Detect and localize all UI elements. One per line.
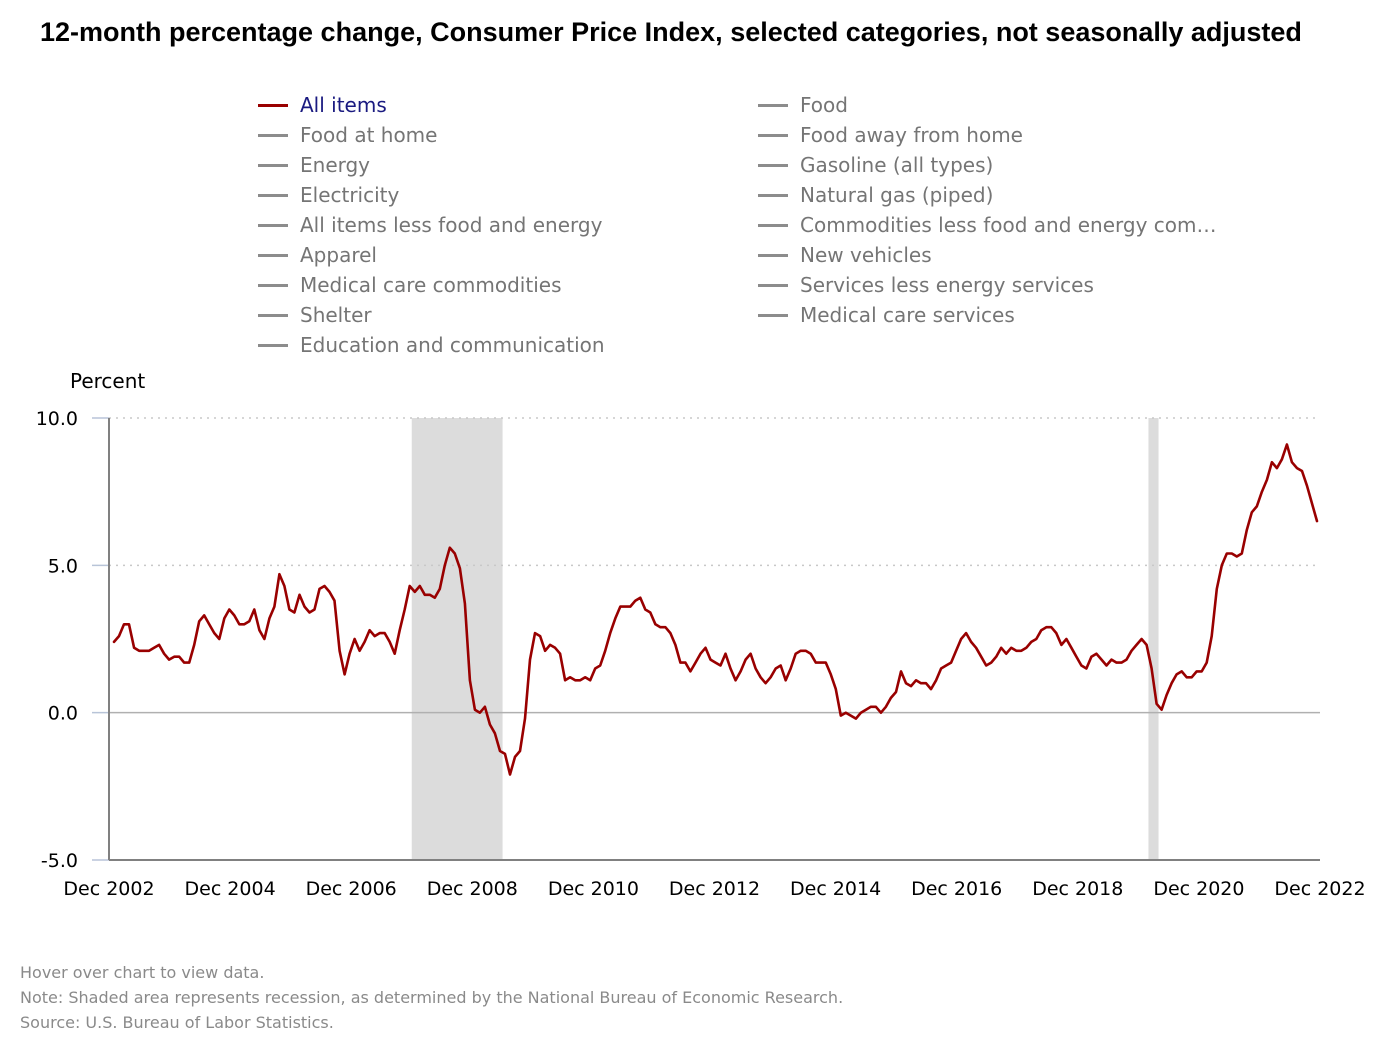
y-tick-label: 5.0	[48, 555, 78, 577]
y-tick-label: 10.0	[36, 408, 78, 430]
x-tick-label: Dec 2010	[548, 878, 639, 900]
legend-swatch	[758, 134, 788, 137]
source-note: Source: U.S. Bureau of Labor Statistics.	[20, 1013, 334, 1032]
chart-area[interactable]: 10.05.00.0-5.0 Dec 2002 Dec 2004 Dec 2006 D…	[0, 0, 1400, 920]
legend-label: Services less energy services	[800, 273, 1094, 297]
legend-label: Food at home	[300, 123, 438, 147]
hover-hint: Hover over chart to view data.	[20, 963, 265, 982]
footer: Hover over chart to view data. Note: Sha…	[20, 960, 843, 1035]
legend-swatch	[258, 344, 288, 347]
series-line-all-items	[112, 443, 1319, 776]
legend-label: Commodities less food and energy com…	[800, 213, 1217, 237]
legend-swatch	[758, 314, 788, 317]
legend-swatch	[258, 194, 288, 197]
legend-label: All items	[300, 93, 387, 117]
legend-swatch	[758, 194, 788, 197]
recession-band	[411, 418, 503, 860]
y-tick-label: 0.0	[48, 703, 78, 725]
legend-label: Shelter	[300, 303, 372, 327]
x-tick-label: Dec 2004	[185, 878, 276, 900]
legend-swatch	[258, 134, 288, 137]
legend-label: Medical care services	[800, 303, 1015, 327]
x-tick-label: Dec 2022	[1274, 878, 1365, 900]
axes: Dec 2002 Dec 2004 Dec 2006 Dec 2008 Dec 2010…	[63, 418, 1366, 900]
legend-swatch	[758, 254, 788, 257]
legend-swatch	[758, 104, 788, 107]
recession-band	[1148, 418, 1159, 860]
recession-note: Note: Shaded area represents recession, …	[20, 988, 844, 1007]
x-tick-label: Dec 2014	[790, 878, 881, 900]
x-tick-label: Dec 2008	[427, 878, 518, 900]
chart-title: 12-month percentage change, Consumer Pri…	[40, 17, 1302, 47]
x-tick-label: Dec 2020	[1153, 878, 1244, 900]
legend-swatch	[758, 284, 788, 287]
y-tick-label: -5.0	[41, 850, 78, 872]
legend-swatch	[258, 164, 288, 167]
legend-label: Gasoline (all types)	[800, 153, 994, 177]
legend-swatch	[258, 254, 288, 257]
y-axis-label: Percent	[70, 369, 145, 393]
legend-swatch	[258, 224, 288, 227]
legend-label: Medical care commodities	[300, 273, 562, 297]
recession-shading	[411, 418, 1159, 860]
legend: All items Food Food at home Food away from …	[0, 0, 1400, 360]
legend-label: New vehicles	[800, 243, 932, 267]
legend-label: All items less food and energy	[300, 213, 603, 237]
legend-swatch	[758, 164, 788, 167]
legend-label: Food away from home	[800, 123, 1023, 147]
x-tick-label: Dec 2006	[306, 878, 397, 900]
x-tick-label: Dec 2016	[911, 878, 1002, 900]
series-layer	[112, 443, 1319, 776]
x-tick-label: Dec 2002	[63, 878, 154, 900]
legend-label: Food	[800, 93, 848, 117]
legend-label: Electricity	[300, 183, 400, 207]
legend-swatch	[258, 314, 288, 317]
legend-swatch	[258, 284, 288, 287]
legend-swatch	[258, 104, 288, 107]
x-tick-label: Dec 2018	[1032, 878, 1123, 900]
legend-label: Apparel	[300, 243, 377, 267]
gridlines: 10.0 5.0 0.0 -5.0	[36, 408, 1320, 872]
legend-label: Natural gas (piped)	[800, 183, 994, 207]
legend-swatch	[758, 224, 788, 227]
legend-label: Energy	[300, 153, 371, 177]
x-tick-label: Dec 2012	[669, 878, 760, 900]
legend-label: Education and communication	[300, 333, 605, 357]
